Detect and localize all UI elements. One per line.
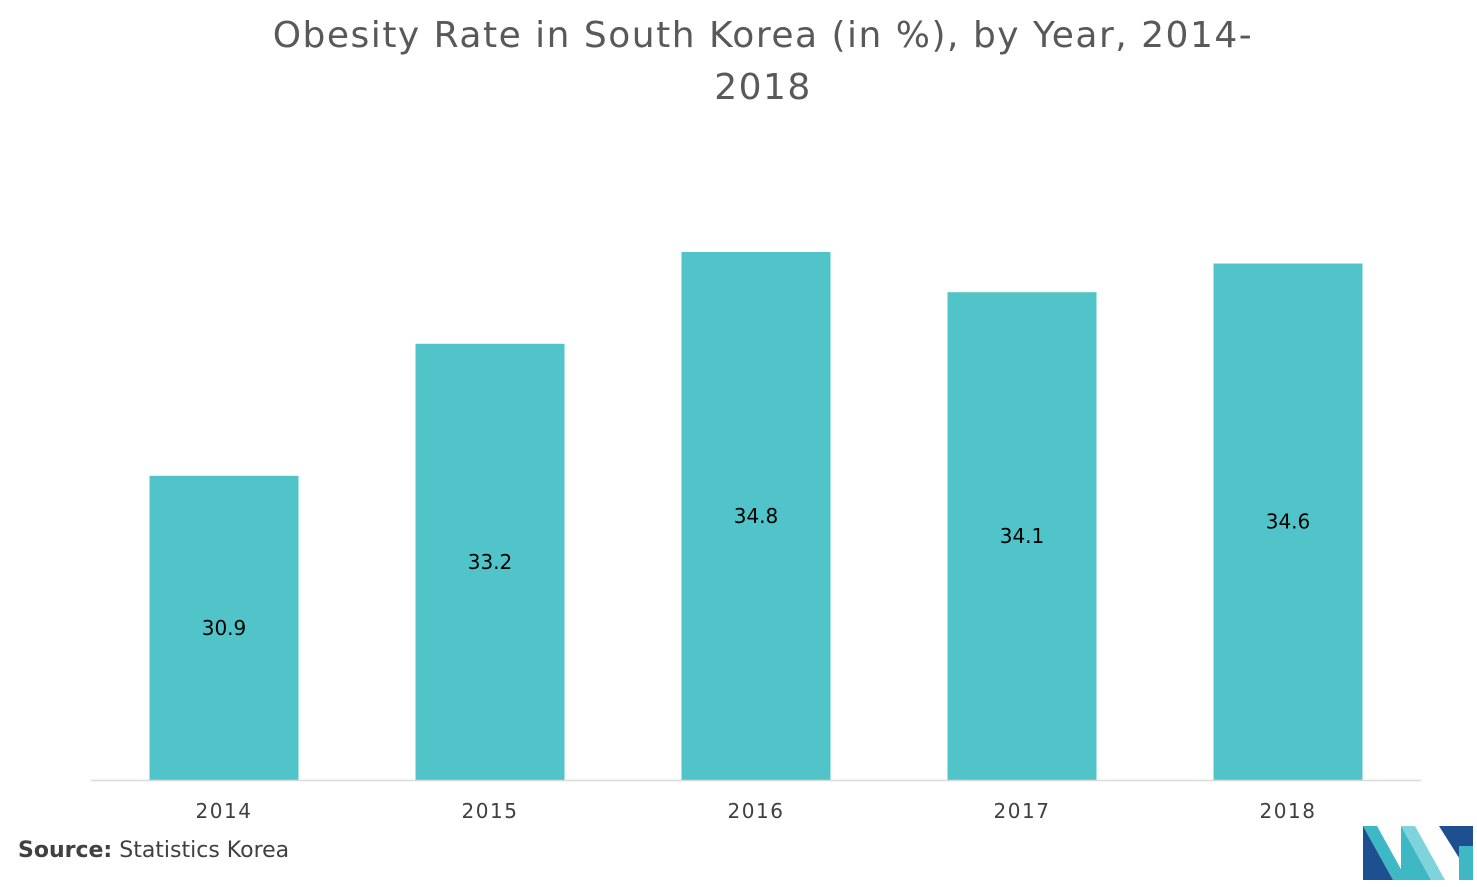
data-label-2018: 34.6	[1266, 510, 1311, 534]
bars-layer	[149, 252, 1363, 780]
x-tick-label-2016: 2016	[728, 799, 785, 823]
source-text: Statistics Korea	[119, 838, 290, 863]
data-label-2016: 34.8	[734, 504, 779, 528]
bar-2015	[415, 343, 565, 780]
x-tick-label-2014: 2014	[196, 799, 253, 823]
chart-title: Obesity Rate in South Korea (in %), by Y…	[272, 15, 1254, 108]
logo-middle-stroke	[1401, 826, 1445, 880]
bar-2016	[681, 252, 831, 780]
x-tick-label-2018: 2018	[1260, 799, 1317, 823]
bar-2014	[149, 475, 299, 780]
data-label-2015: 33.2	[468, 550, 513, 574]
logo-left-fill	[1363, 826, 1393, 880]
x-tick-labels: 2014 2015 2016 2017 2018	[196, 799, 1317, 823]
x-tick-label-2015: 2015	[462, 799, 519, 823]
data-label-2017: 34.1	[1000, 524, 1045, 548]
labels-layer: 30.9 33.2 34.8 34.1 34.6	[202, 504, 1311, 640]
bar-2017	[947, 292, 1097, 780]
source-label: Source:	[18, 838, 113, 863]
mordor-intelligence-logo-icon	[1363, 826, 1473, 880]
x-tick-label-2017: 2017	[994, 799, 1051, 823]
data-label-2014: 30.9	[202, 616, 247, 640]
logo-right-bar	[1459, 846, 1473, 880]
logo-left-stroke	[1363, 826, 1407, 880]
source-note: Source: Statistics Korea	[18, 838, 289, 863]
logo-middle-fill	[1401, 826, 1431, 880]
bar-2018	[1213, 263, 1363, 780]
